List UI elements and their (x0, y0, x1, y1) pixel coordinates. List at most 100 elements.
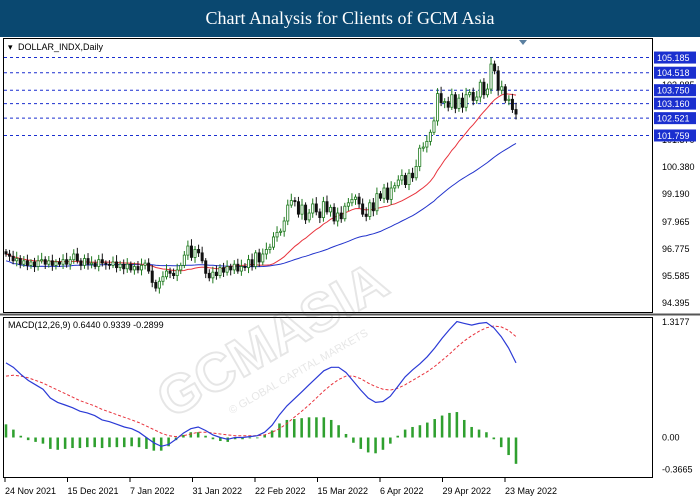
macd-histogram-bar (485, 432, 488, 438)
macd-panel: 1.3177 0.00 -0.3665 24 Nov 2021 15 Dec 2021 7… (4, 317, 693, 496)
candle-body (247, 259, 251, 269)
macd-histogram-bar (12, 429, 15, 438)
candle-body (307, 212, 311, 221)
price-y-tick: 94.395 (662, 298, 690, 308)
level-label: 101.759 (657, 131, 690, 141)
macd-histogram-bar (359, 437, 363, 449)
candle-body (107, 263, 111, 266)
macd-histogram-bar (19, 435, 23, 438)
candle-body (489, 63, 493, 90)
candle-body (79, 260, 83, 266)
candle-body (403, 175, 407, 186)
chart-title-icon: ▾ (8, 42, 13, 52)
candle-body (93, 262, 97, 267)
candle-body (18, 258, 22, 265)
price-chart-title: DOLLAR_INDX,Daily (18, 42, 104, 52)
macd-histogram-bar (455, 412, 459, 438)
candle-body (68, 259, 72, 265)
candle-body (115, 261, 119, 269)
candle-body (482, 81, 486, 96)
candle-body (336, 212, 340, 222)
price-panel: 105.185104.518103.985103.750103.160102.5… (4, 51, 696, 308)
candle-body (396, 179, 400, 187)
candle-body (428, 131, 432, 142)
macd-signal-line (5, 325, 517, 438)
candle-body (225, 266, 229, 273)
macd-histogram-bar (49, 437, 52, 449)
macd-histogram-bar (145, 437, 148, 449)
candle-body (321, 201, 325, 218)
candle-body (293, 200, 297, 203)
candle-body (478, 81, 482, 98)
macd-histogram-bar (86, 437, 89, 448)
candle-body (207, 272, 211, 279)
candle-body (186, 245, 190, 256)
candle-body (22, 260, 26, 265)
candle-body (343, 205, 347, 220)
candle-body (122, 263, 126, 270)
candle-body (421, 146, 425, 149)
level-label-bg (654, 84, 696, 97)
candle-body (4, 251, 8, 255)
candle-body (378, 193, 382, 199)
x-tick-label: 15 Dec 2021 (68, 486, 119, 496)
candle-body (164, 270, 168, 278)
x-tick-label: 7 Jan 2022 (130, 486, 175, 496)
candle-body (318, 211, 322, 218)
candle-body (264, 249, 268, 255)
candle-body (364, 213, 368, 217)
level-label-bg (654, 51, 696, 64)
candle-body (229, 266, 233, 271)
candle-body (354, 196, 358, 200)
macd-histogram-bar (204, 435, 207, 438)
candle-body (325, 201, 329, 213)
candle-body (100, 259, 104, 264)
price-y-tick: 99.190 (662, 189, 690, 199)
candle-body (371, 202, 375, 212)
candle-body (218, 267, 222, 276)
macd-panel-frame (3, 317, 653, 478)
x-tick-label: 31 Jan 2022 (193, 486, 243, 496)
candle-body (496, 70, 500, 91)
level-label: 103.750 (657, 86, 690, 96)
candle-body (329, 206, 333, 213)
candle-body (296, 201, 300, 215)
candle-body (111, 261, 115, 266)
macd-y-tick: 1.3177 (662, 317, 690, 327)
candle-body (147, 262, 151, 272)
macd-histogram-bar (182, 434, 185, 438)
candle-body (414, 165, 418, 179)
price-y-tick: 96.775 (662, 244, 690, 254)
candle-body (275, 231, 279, 238)
macd-histogram-bar (137, 437, 141, 448)
macd-y-tick: -0.3665 (662, 465, 693, 475)
macd-histogram-bar (115, 437, 119, 448)
macd-histogram-bar (292, 419, 296, 438)
candle-body (86, 258, 90, 265)
macd-histogram-bar (462, 419, 466, 438)
macd-histogram-bar (366, 437, 370, 453)
macd-histogram-bar (248, 437, 252, 439)
macd-histogram-bar (470, 426, 473, 438)
candle-body (168, 270, 172, 274)
macd-histogram-bar (152, 437, 156, 451)
candle-body (304, 204, 308, 221)
macd-histogram-bar (381, 437, 385, 450)
candle-body (464, 94, 468, 108)
macd-histogram-bar (93, 437, 96, 448)
macd-histogram-bar (71, 437, 74, 449)
macd-histogram-bar (4, 424, 8, 438)
macd-histogram-bar (448, 412, 451, 438)
macd-histogram-bar (307, 417, 311, 438)
candle-body (286, 204, 290, 222)
macd-histogram-bar (499, 437, 503, 448)
macd-histogram-bar (100, 437, 104, 449)
candle-body (400, 175, 404, 181)
x-tick-label: 15 Mar 2022 (318, 486, 369, 496)
candle-body (432, 120, 436, 133)
candle-body (157, 280, 161, 289)
candle-body (250, 259, 254, 267)
macd-histogram-bar (130, 437, 133, 447)
candle-body (15, 258, 19, 262)
macd-histogram-bar (329, 419, 333, 438)
